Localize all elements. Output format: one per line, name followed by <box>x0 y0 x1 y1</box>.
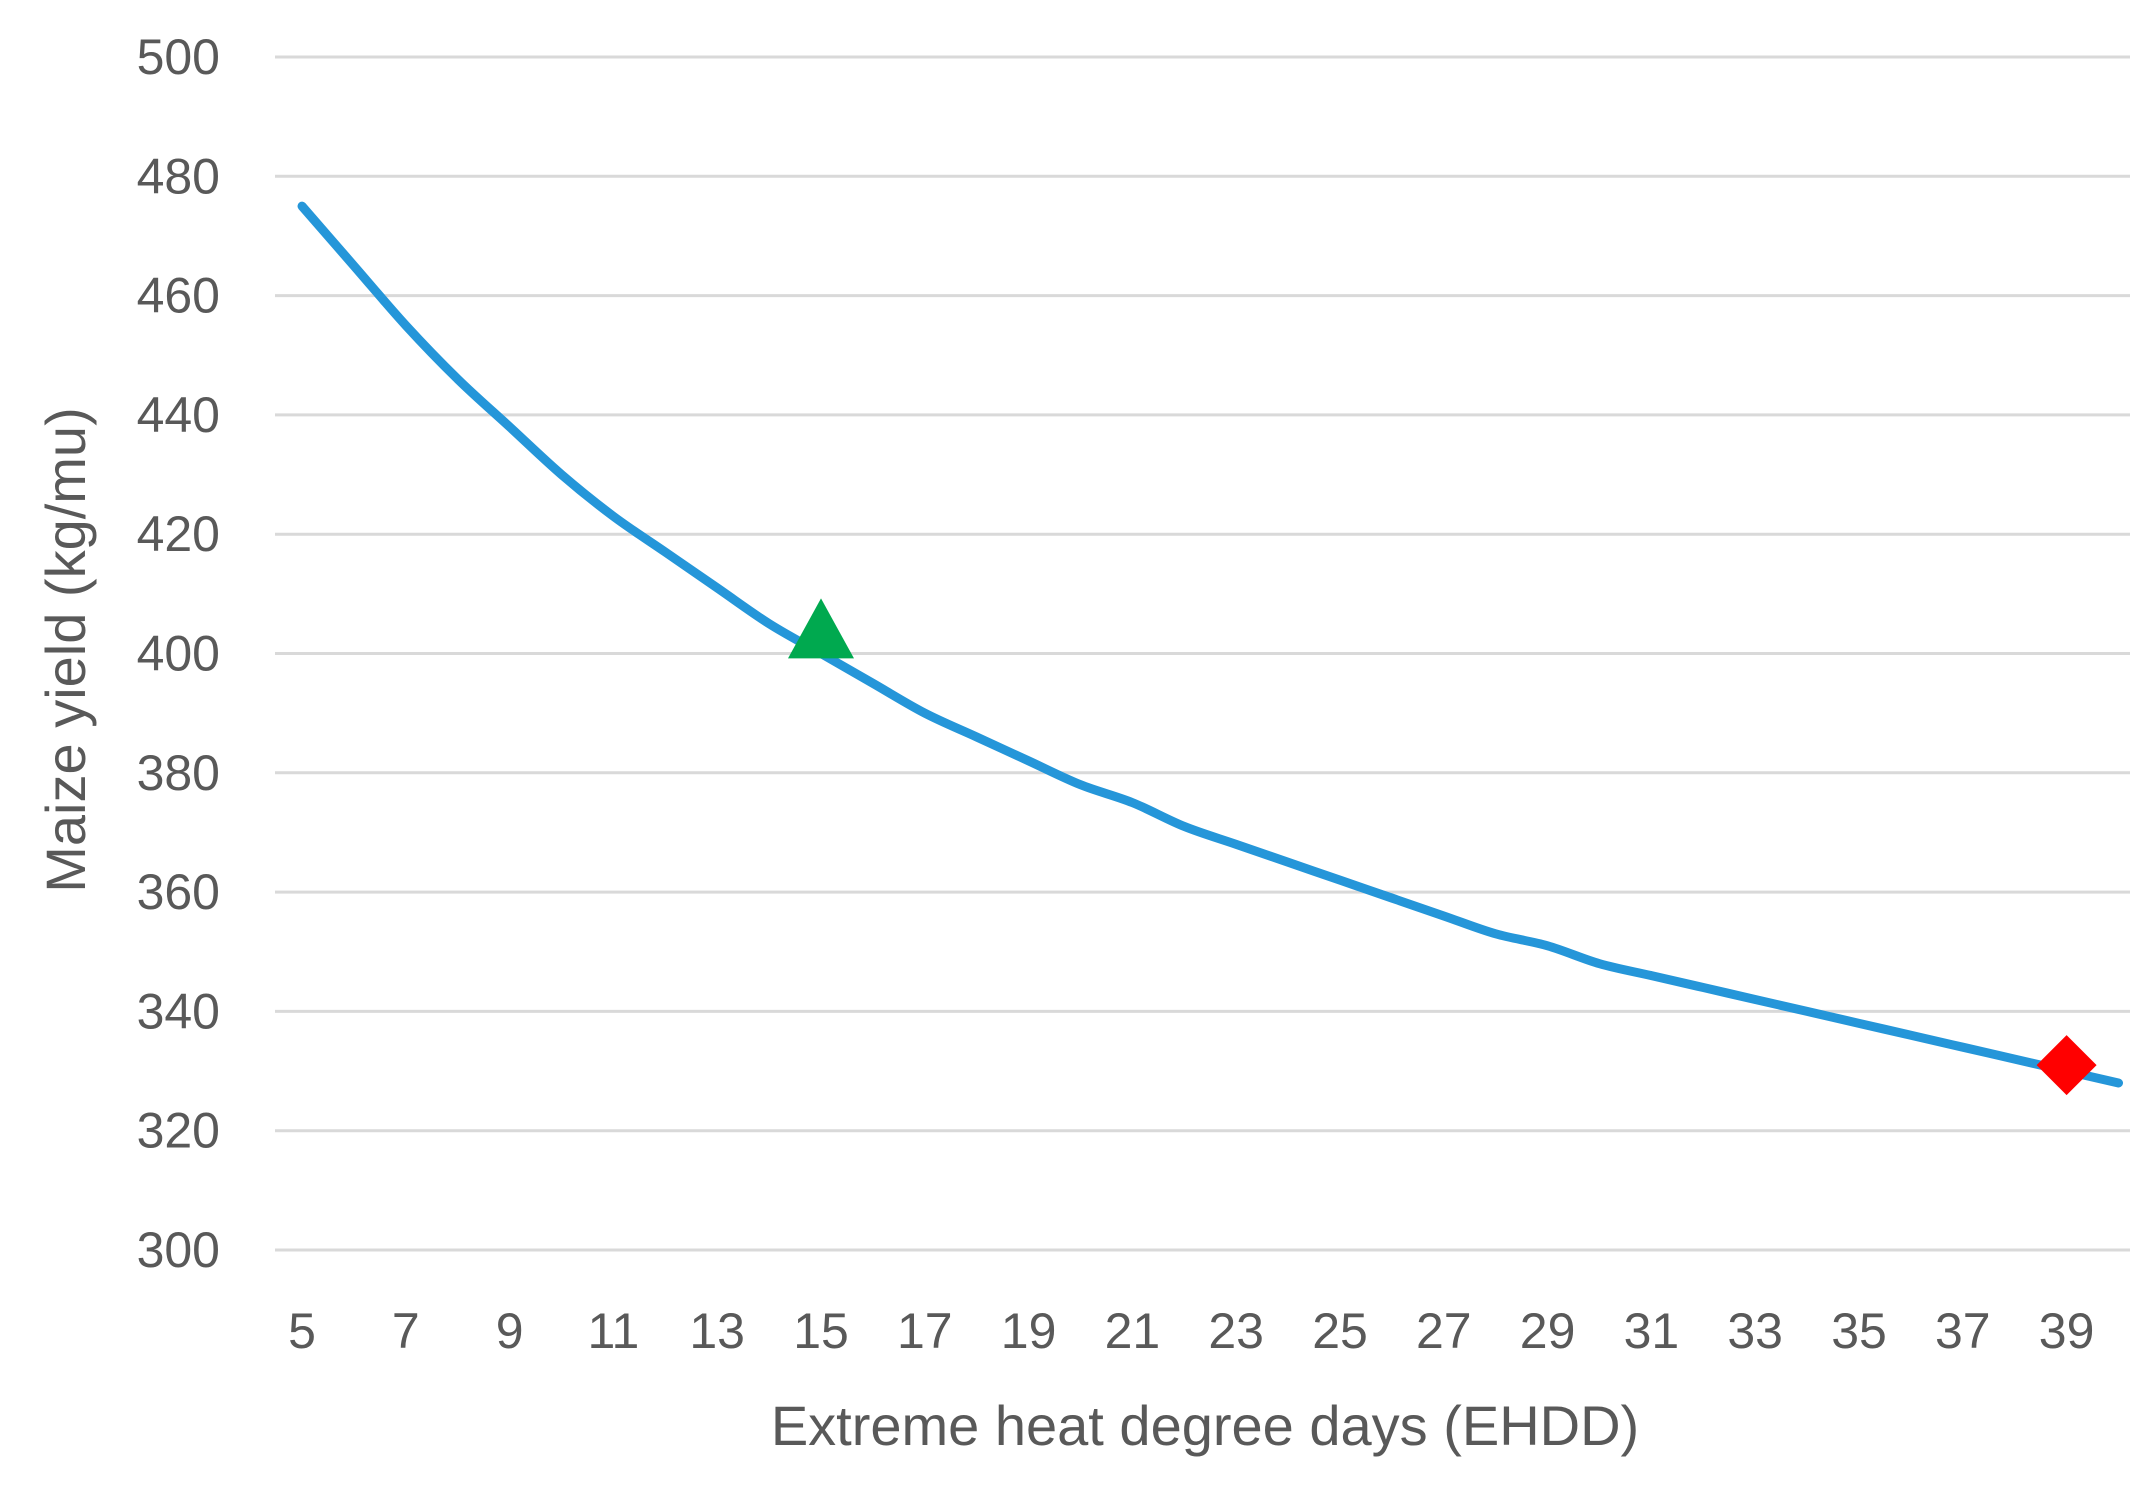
y-tick-label: 360 <box>137 864 220 920</box>
x-tick-label: 27 <box>1416 1303 1472 1359</box>
x-tick-label: 35 <box>1831 1303 1887 1359</box>
x-tick-label: 29 <box>1520 1303 1576 1359</box>
x-axis-ticks: 5 7 9 11 13 15 17 19 21 23 25 27 29 31 33 35 37 39 <box>288 1303 2094 1359</box>
x-tick-label: 13 <box>689 1303 745 1359</box>
y-tick-label: 460 <box>137 268 220 324</box>
gridlines <box>275 55 2130 1252</box>
x-axis-title: Extreme heat degree days (EHDD) <box>771 1394 1639 1457</box>
y-axis-ticks: 300 320 340 360 380 400 420 440 460 480 500 <box>137 29 220 1278</box>
x-tick-label: 19 <box>1001 1303 1057 1359</box>
marker-layer <box>788 598 2097 1096</box>
y-tick-label: 320 <box>137 1103 220 1159</box>
x-tick-label: 25 <box>1312 1303 1368 1359</box>
y-tick-label: 340 <box>137 983 220 1039</box>
diamond-marker <box>2036 1035 2097 1096</box>
y-tick-label: 440 <box>137 387 220 443</box>
x-tick-label: 23 <box>1208 1303 1264 1359</box>
y-tick-label: 400 <box>137 626 220 682</box>
series-line-0 <box>297 201 2123 1088</box>
x-tick-label: 11 <box>587 1303 639 1359</box>
x-tick-label: 39 <box>2039 1303 2095 1359</box>
y-tick-label: 500 <box>137 29 220 85</box>
x-tick-label: 5 <box>288 1303 316 1359</box>
x-tick-label: 31 <box>1624 1303 1680 1359</box>
x-tick-label: 33 <box>1727 1303 1783 1359</box>
series-layer <box>297 201 2123 1088</box>
x-tick-label: 7 <box>392 1303 420 1359</box>
triangle-marker <box>788 598 854 659</box>
y-tick-label: 300 <box>137 1222 220 1278</box>
x-tick-label: 9 <box>496 1303 524 1359</box>
x-tick-label: 37 <box>1935 1303 1991 1359</box>
x-tick-label: 15 <box>793 1303 849 1359</box>
y-tick-label: 380 <box>137 745 220 801</box>
x-tick-label: 17 <box>897 1303 953 1359</box>
y-tick-label: 420 <box>137 506 220 562</box>
y-tick-label: 480 <box>137 148 220 204</box>
y-axis-title: Maize yield (kg/mu) <box>34 407 97 892</box>
x-tick-label: 21 <box>1105 1303 1161 1359</box>
